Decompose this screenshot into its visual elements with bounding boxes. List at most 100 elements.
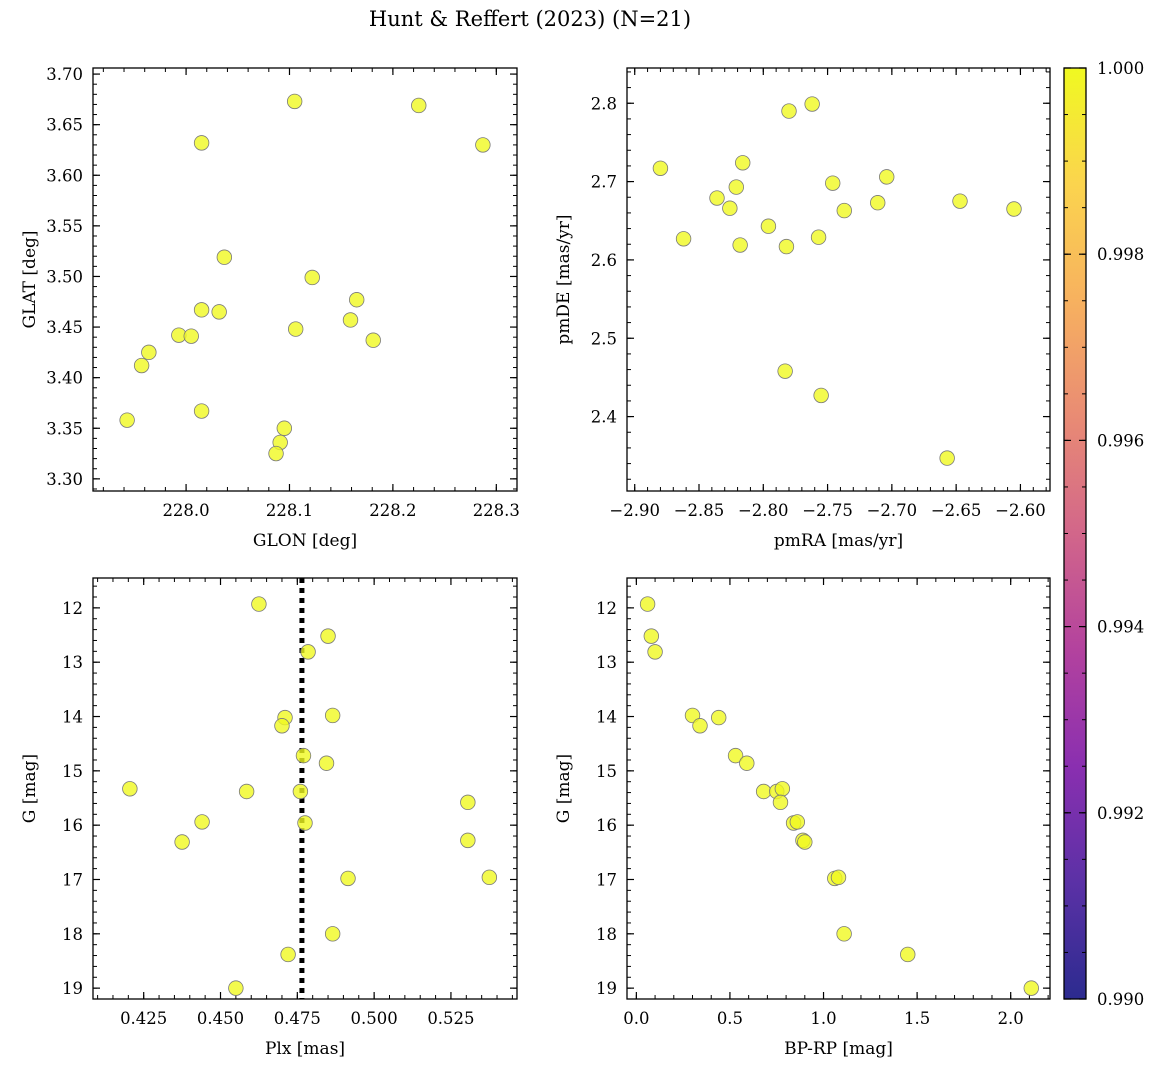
x-tick-label: 228.3 [473, 501, 520, 520]
x-tick-label: 228.1 [266, 501, 313, 520]
colorbar-frame [1063, 67, 1087, 1000]
y-tick-label: 16 [596, 816, 617, 835]
data-point [141, 344, 157, 361]
x-tick-label: −2.75 [802, 501, 853, 520]
data-point [300, 644, 316, 660]
panel-glon-glat: 228.0 228.1 228.2 228.3 3.30 3.35 3.40 3.45 3.50… [20, 65, 520, 551]
x-tick-label: 0.0 [623, 1009, 649, 1028]
y-tick-label: 12 [596, 599, 617, 618]
y-tick-label: 14 [62, 708, 83, 727]
data-point [836, 202, 852, 219]
data-point [287, 321, 304, 337]
data-point [732, 237, 748, 253]
y-tick-label: 3.70 [46, 65, 83, 84]
y-tick-label: 17 [596, 870, 617, 889]
y-tick-label: 3.45 [46, 318, 83, 337]
data-point [183, 328, 199, 344]
data-point [1006, 201, 1022, 217]
data-point [643, 628, 660, 644]
colorbar-tick-label: 0.992 [1097, 804, 1144, 823]
y-tick-label: 3.40 [46, 369, 83, 388]
data-point [639, 596, 656, 612]
data-point [778, 238, 795, 255]
data-point [727, 747, 744, 764]
data-point [813, 387, 829, 404]
y-tick-label: 18 [62, 925, 83, 944]
data-point [268, 445, 284, 462]
y-tick-label: 19 [62, 979, 83, 998]
data-point [349, 292, 365, 308]
x-tick-label: 1.0 [810, 1009, 836, 1028]
x-tick-label: 0.475 [274, 1009, 321, 1028]
data-point [292, 783, 309, 800]
data-point [735, 155, 751, 171]
y-axis-label: G [mag] [20, 754, 40, 823]
x-tick-label: −2.60 [995, 501, 1046, 520]
x-tick-label: 2.0 [998, 1009, 1024, 1028]
panel-proper-motion: −2.90 −2.85 −2.80 −2.75 −2.70 −2.65 −2.60 2.4 2.… [554, 67, 1051, 551]
x-axis-label: BP-RP [mag] [784, 1039, 893, 1059]
data-point [781, 103, 797, 119]
y-tick-label: 2.4 [591, 408, 617, 427]
data-point [722, 200, 738, 216]
data-point [340, 870, 356, 887]
data-point [324, 707, 341, 724]
x-tick-label: 1.5 [904, 1009, 930, 1028]
data-point [774, 781, 791, 797]
axes-frame [92, 577, 518, 1000]
data-point [297, 815, 313, 831]
colorbar-tick-label: 0.994 [1097, 618, 1144, 637]
data-point [133, 357, 150, 374]
y-tick-label: 15 [62, 762, 83, 781]
y-axis-label: G [mag] [554, 754, 574, 823]
colorbar-tick-label: 0.996 [1097, 431, 1144, 450]
data-point [481, 869, 498, 886]
x-axis-label: Plx [mas] [265, 1039, 345, 1059]
data-point [211, 304, 227, 320]
colorbar-gradient [1064, 68, 1086, 999]
x-tick-label: 0.450 [197, 1009, 244, 1028]
data-point [324, 926, 341, 942]
x-tick-label: 228.2 [369, 501, 416, 520]
y-tick-label: 3.60 [46, 166, 83, 185]
data-point [122, 781, 138, 797]
data-point [952, 193, 968, 209]
data-point [755, 783, 772, 800]
data-point [119, 412, 135, 428]
data-point [304, 269, 320, 286]
axes-frame [626, 67, 1051, 492]
data-point [760, 218, 777, 234]
panel-parallax-magnitude: 0.425 0.450 0.475 0.500 0.525 12 13 14 15 16 17 18 1… [20, 577, 518, 1059]
data-point [804, 96, 820, 112]
data-point [318, 755, 335, 771]
data-point [772, 794, 789, 811]
y-tick-label: 14 [596, 708, 617, 727]
data-point [692, 718, 708, 734]
x-tick-label: −2.80 [738, 501, 789, 520]
x-tick-label: 0.425 [120, 1009, 167, 1028]
data-point [320, 628, 336, 644]
y-tick-label: 3.30 [46, 470, 83, 489]
y-axis-label: GLAT [deg] [20, 230, 40, 328]
data-point [174, 834, 190, 850]
data-point [193, 302, 210, 318]
data-point [251, 596, 267, 612]
data-point [652, 160, 669, 176]
figure-title: Hunt & Reffert (2023) (N=21) [369, 7, 691, 31]
x-tick-label: −2.85 [674, 501, 725, 520]
y-tick-label: 2.5 [591, 329, 617, 348]
y-tick-label: 16 [62, 816, 83, 835]
x-tick-label: −2.65 [931, 501, 982, 520]
y-tick-label: 2.6 [591, 251, 617, 270]
data-point [295, 747, 312, 764]
data-point [365, 332, 381, 348]
y-axis-label: pmDE [mas/yr] [554, 214, 574, 344]
data-point [238, 783, 255, 800]
data-point [460, 794, 476, 811]
data-point [711, 709, 727, 726]
axes-frame [626, 577, 1051, 1000]
y-tick-label: 3.55 [46, 217, 83, 236]
data-point [216, 249, 233, 265]
data-point [274, 718, 290, 734]
x-axis-label: pmRA [mas/yr] [774, 531, 903, 551]
